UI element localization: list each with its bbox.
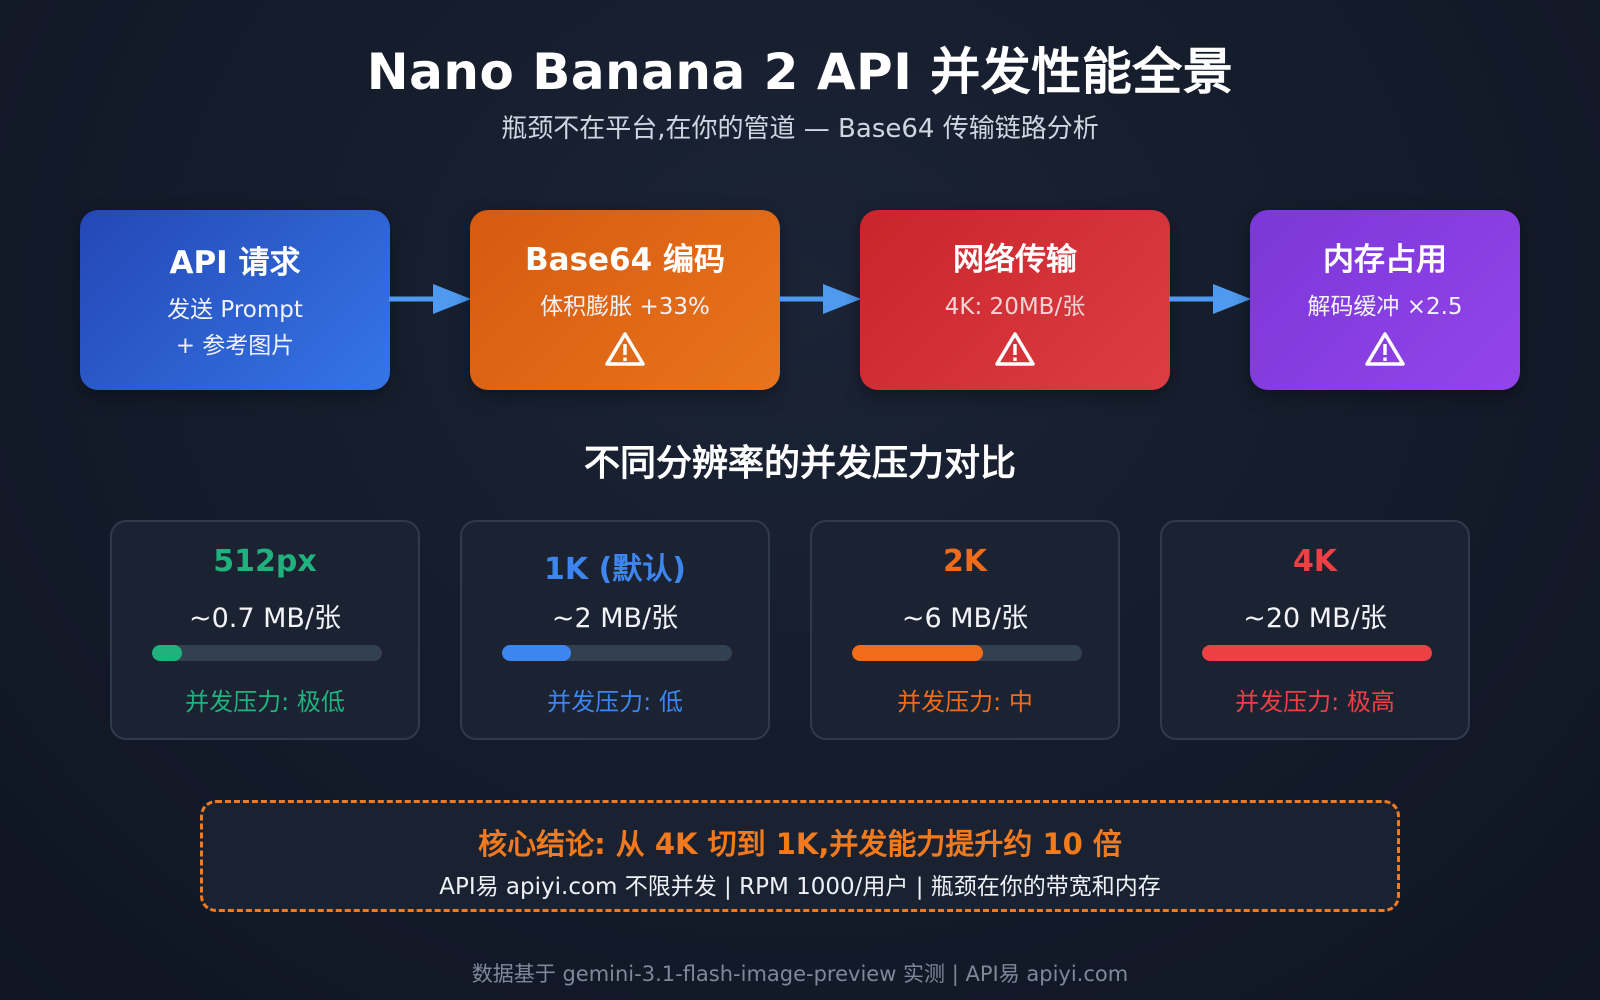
resolution-label: 4K <box>1292 544 1338 579</box>
page-title: Nano Banana 2 API 并发性能全景 <box>366 43 1234 101</box>
size-per-image: ~20 MB/张 <box>1243 603 1387 634</box>
pressure-bar-track <box>152 645 382 661</box>
size-per-image: ~2 MB/张 <box>551 603 679 634</box>
conclusion-box: 核心结论: 从 4K 切到 1K,并发能力提升约 10 倍 API易 apiyi… <box>200 800 1400 912</box>
pressure-label: 并发压力: 低 <box>547 688 683 716</box>
resolution-label: 2K <box>942 544 988 579</box>
flow-step-title: 内存占用 <box>1323 241 1447 278</box>
pressure-label: 并发压力: 极高 <box>1235 688 1395 716</box>
flow-step-api-request: API 请求 发送 Prompt + 参考图片 <box>80 210 390 390</box>
resolution-card-2k: 2K ~6 MB/张 并发压力: 中 <box>810 520 1120 740</box>
flow-step-title: 网络传输 <box>953 241 1077 278</box>
pressure-bar-fill <box>852 645 984 661</box>
flow-step-desc: 体积膨胀 +33% <box>540 293 710 320</box>
pressure-bar-track <box>502 645 732 661</box>
flow-step-desc: 4K: 20MB/张 <box>944 293 1086 320</box>
flow-step-network-transfer: 网络传输 4K: 20MB/张 <box>860 210 1170 390</box>
pressure-bar-fill <box>1202 645 1432 661</box>
flow-step-title: Base64 编码 <box>525 241 725 278</box>
page-subtitle: 瓶颈不在平台,在你的管道 — Base64 传输链路分析 <box>501 114 1099 144</box>
flow-step-memory-usage: 内存占用 解码缓冲 ×2.5 <box>1250 210 1520 390</box>
pressure-bar-fill <box>152 645 182 661</box>
conclusion-headline: 核心结论: 从 4K 切到 1K,并发能力提升约 10 倍 <box>478 827 1122 861</box>
resolution-card-512px: 512px ~0.7 MB/张 并发压力: 极低 <box>110 520 420 740</box>
resolution-label: 512px <box>213 544 317 579</box>
flow-step-desc: 发送 Prompt + 参考图片 <box>167 296 303 359</box>
pressure-label: 并发压力: 中 <box>897 688 1033 716</box>
flow-step-title: API 请求 <box>169 244 301 281</box>
warning-icon <box>605 331 645 366</box>
warning-icon <box>1365 331 1405 366</box>
section-title: 不同分辨率的并发压力对比 <box>583 443 1016 484</box>
footer-note: 数据基于 gemini-3.1-flash-image-preview 实测 |… <box>471 962 1129 986</box>
size-per-image: ~0.7 MB/张 <box>188 603 342 634</box>
resolution-card-1k: 1K (默认) ~2 MB/张 并发压力: 低 <box>460 520 770 740</box>
flow-arrow-icon <box>1169 284 1251 314</box>
pressure-bar-fill <box>502 645 571 661</box>
conclusion-detail: API易 apiyi.com 不限并发 | RPM 1000/用户 | 瓶颈在你… <box>439 874 1161 900</box>
pressure-bar-track <box>1202 645 1432 661</box>
warning-icon <box>995 331 1035 366</box>
flow-arrow-icon <box>779 284 861 314</box>
flow-step-base64-encode: Base64 编码 体积膨胀 +33% <box>470 210 780 390</box>
size-per-image: ~6 MB/张 <box>901 603 1029 634</box>
flow-step-desc: 解码缓冲 ×2.5 <box>1307 293 1463 320</box>
flow-arrow-icon <box>389 284 471 314</box>
pressure-bar-track <box>852 645 1082 661</box>
resolution-label: 1K (默认) <box>544 552 686 587</box>
pressure-label: 并发压力: 极低 <box>185 688 345 716</box>
resolution-card-4k: 4K ~20 MB/张 并发压力: 极高 <box>1160 520 1470 740</box>
